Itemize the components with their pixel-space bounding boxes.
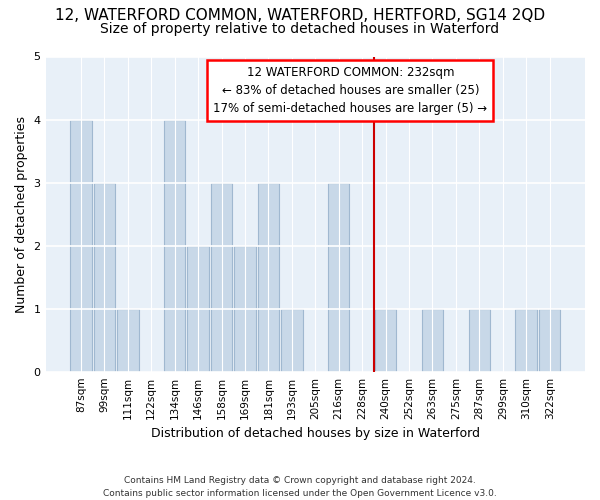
Bar — [117, 308, 139, 372]
Bar — [375, 308, 397, 372]
Bar — [281, 308, 302, 372]
Bar — [211, 182, 232, 372]
Bar — [515, 308, 537, 372]
Text: Contains HM Land Registry data © Crown copyright and database right 2024.
Contai: Contains HM Land Registry data © Crown c… — [103, 476, 497, 498]
Y-axis label: Number of detached properties: Number of detached properties — [15, 116, 28, 312]
Bar — [187, 246, 209, 372]
Bar — [422, 308, 443, 372]
Bar — [234, 246, 256, 372]
Text: 12 WATERFORD COMMON: 232sqm
← 83% of detached houses are smaller (25)
17% of sem: 12 WATERFORD COMMON: 232sqm ← 83% of det… — [214, 66, 487, 115]
X-axis label: Distribution of detached houses by size in Waterford: Distribution of detached houses by size … — [151, 427, 480, 440]
Bar — [469, 308, 490, 372]
Text: 12, WATERFORD COMMON, WATERFORD, HERTFORD, SG14 2QD: 12, WATERFORD COMMON, WATERFORD, HERTFOR… — [55, 8, 545, 22]
Bar — [70, 120, 92, 372]
Bar — [164, 120, 185, 372]
Bar — [257, 182, 279, 372]
Bar — [328, 182, 349, 372]
Bar — [94, 182, 115, 372]
Text: Size of property relative to detached houses in Waterford: Size of property relative to detached ho… — [100, 22, 500, 36]
Bar — [539, 308, 560, 372]
